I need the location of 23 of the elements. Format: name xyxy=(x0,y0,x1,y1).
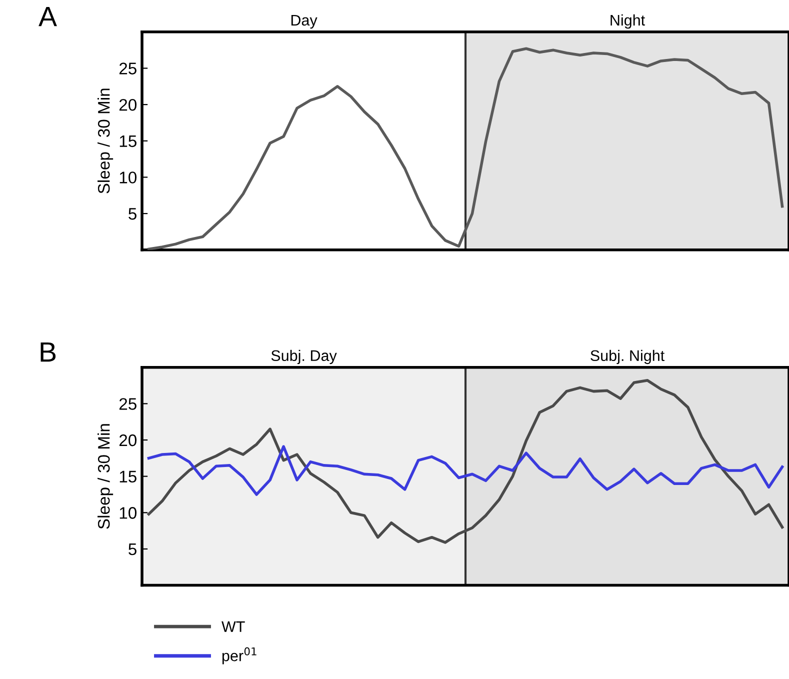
y-tick-label: 20 xyxy=(119,434,137,446)
y-axis-title: Sleep / 30 Min xyxy=(98,424,114,529)
line-series xyxy=(147,379,784,544)
y-tick-label: 5 xyxy=(128,544,136,556)
y-tick-label: 15 xyxy=(120,470,136,483)
y-tick-label: 20 xyxy=(119,98,137,111)
text: Night xyxy=(610,14,645,29)
text: Subj. Night xyxy=(590,350,665,364)
y-tick-label: 25 xyxy=(119,398,136,410)
text: Subj. Day xyxy=(271,350,337,364)
y-tick-label: 15 xyxy=(120,135,136,148)
text: Day xyxy=(291,14,318,29)
y-tick-label: 5 xyxy=(128,208,136,220)
y-tick-label: 25 xyxy=(119,62,136,74)
legend-label: WT xyxy=(222,621,245,632)
y-tick-label: 10 xyxy=(120,507,137,519)
chart-title: B xyxy=(40,342,56,362)
y-axis-title: Sleep / 30 Min xyxy=(98,88,114,194)
line-series xyxy=(147,47,784,250)
line-series xyxy=(147,445,784,496)
y-tick-label: 10 xyxy=(120,172,137,184)
legend-label: per$^{01}$ xyxy=(222,647,256,664)
chart-title: A xyxy=(38,7,57,26)
